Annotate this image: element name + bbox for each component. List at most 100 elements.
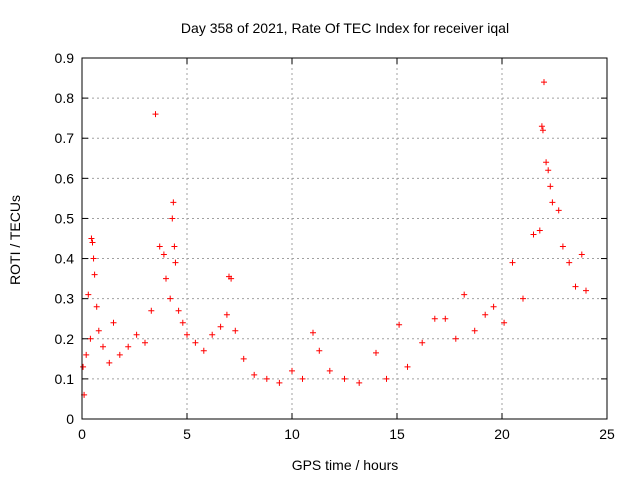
data-point <box>133 331 140 338</box>
data-point <box>356 379 363 386</box>
data-point <box>152 111 159 118</box>
grid-lines <box>82 58 607 419</box>
data-point <box>547 183 554 190</box>
y-tick-label: 0.5 <box>55 210 75 226</box>
y-tick-label: 0.6 <box>55 170 75 186</box>
data-point <box>169 215 176 222</box>
data-point <box>85 291 92 298</box>
data-point <box>95 327 102 334</box>
data-point <box>490 303 497 310</box>
x-tick-label: 25 <box>599 426 615 442</box>
x-tick-label: 10 <box>284 426 300 442</box>
data-point <box>326 367 333 374</box>
data-point <box>482 311 489 318</box>
data-point <box>471 327 478 334</box>
x-tick-label: 0 <box>78 426 86 442</box>
data-point <box>566 259 573 266</box>
y-axis-label: ROTI / TECUs <box>7 195 23 285</box>
data-point <box>501 319 508 326</box>
y-tick-label: 0.9 <box>55 50 75 66</box>
data-point <box>442 315 449 322</box>
data-point <box>578 251 585 258</box>
y-tick-label: 0.4 <box>55 251 75 267</box>
data-point <box>192 339 199 346</box>
data-point <box>148 307 155 314</box>
x-axis-ticks: 0 5 10 15 20 25 <box>78 58 615 442</box>
data-point <box>209 331 216 338</box>
data-point <box>289 367 295 374</box>
data-point <box>404 363 411 370</box>
data-point <box>383 375 390 382</box>
data-point <box>509 259 516 266</box>
data-point <box>583 287 589 294</box>
y-tick-label: 0.1 <box>55 371 75 387</box>
data-points <box>80 79 589 398</box>
data-point <box>217 323 224 330</box>
data-point <box>106 359 113 366</box>
data-point <box>172 259 179 266</box>
data-point <box>572 283 579 290</box>
data-point <box>543 159 550 166</box>
x-tick-label: 5 <box>183 426 191 442</box>
data-point <box>341 375 348 382</box>
data-point <box>110 319 117 326</box>
data-point <box>160 251 167 258</box>
data-point <box>179 319 186 326</box>
data-point <box>530 231 537 238</box>
y-tick-label: 0.7 <box>55 130 75 146</box>
data-point <box>89 239 96 246</box>
data-point <box>555 207 562 214</box>
data-point <box>163 275 169 282</box>
x-tick-label: 15 <box>389 426 405 442</box>
data-point <box>156 243 163 250</box>
data-point <box>100 343 106 350</box>
data-point <box>559 243 566 250</box>
y-tick-label: 0 <box>66 411 74 427</box>
data-point <box>184 331 190 338</box>
chart-title: Day 358 of 2021, Rate Of TEC Index for r… <box>181 20 509 36</box>
data-point <box>175 307 182 314</box>
data-point <box>90 255 97 262</box>
data-point <box>232 327 239 334</box>
data-point <box>539 127 546 134</box>
data-point <box>316 347 323 354</box>
data-point <box>240 355 247 362</box>
data-point <box>396 321 403 328</box>
data-point <box>461 291 468 298</box>
y-axis-ticks: 0 0.1 0.2 0.3 0.4 0.5 0.6 0.7 0.8 0.9 <box>55 50 607 427</box>
data-point <box>373 349 379 356</box>
data-point <box>80 363 87 370</box>
x-axis-label: GPS time / hours <box>292 457 399 473</box>
data-point <box>228 275 235 282</box>
data-point <box>91 271 98 278</box>
data-point <box>125 343 132 350</box>
data-point <box>83 351 90 358</box>
data-point <box>299 375 306 382</box>
data-point <box>520 295 526 302</box>
data-point <box>251 371 258 378</box>
data-point <box>431 315 438 322</box>
data-point <box>167 295 174 302</box>
data-point <box>419 339 426 346</box>
data-point <box>541 79 547 86</box>
data-point <box>223 311 230 318</box>
data-point <box>88 235 95 242</box>
data-point <box>87 335 94 342</box>
data-point <box>116 351 123 358</box>
y-tick-label: 0.8 <box>55 90 75 106</box>
data-point <box>170 199 177 206</box>
data-point <box>536 227 543 234</box>
data-point <box>142 339 148 346</box>
data-point <box>200 347 207 354</box>
data-point <box>545 167 552 174</box>
data-point <box>538 123 545 130</box>
y-tick-label: 0.2 <box>55 331 75 347</box>
data-point <box>310 329 316 336</box>
data-point <box>93 303 100 310</box>
data-point <box>452 335 459 342</box>
y-tick-label: 0.3 <box>55 291 75 307</box>
x-tick-label: 20 <box>494 426 510 442</box>
data-point <box>549 199 556 206</box>
data-point <box>263 375 270 382</box>
